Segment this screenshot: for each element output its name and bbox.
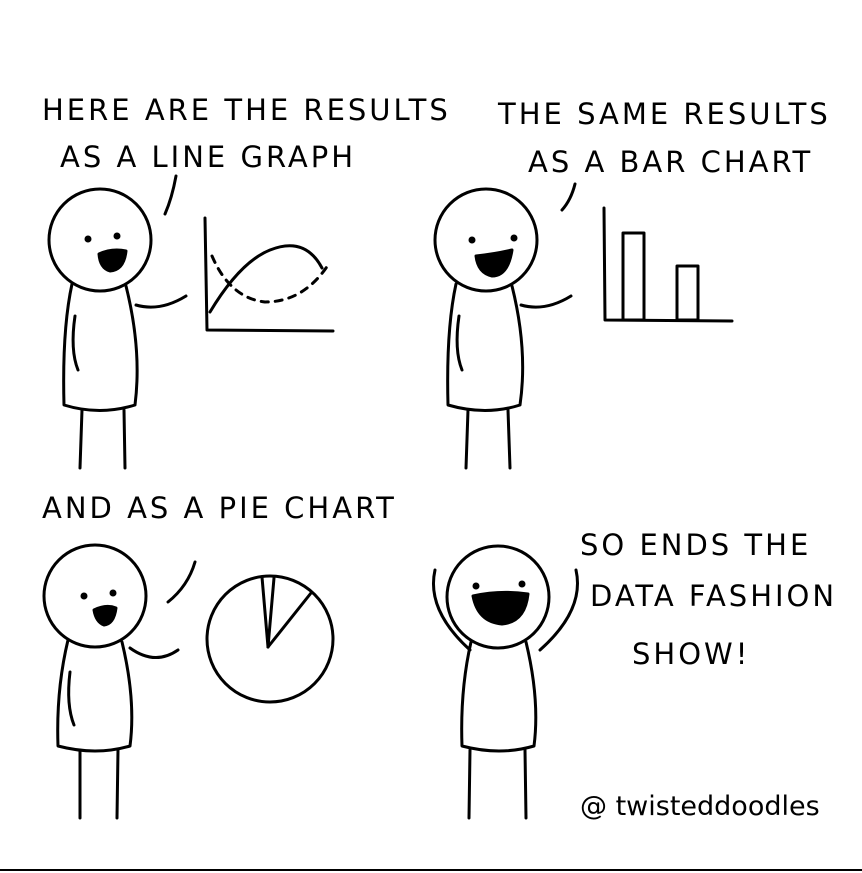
pie-chart-slice-line-1 (260, 575, 270, 649)
panel2-leg-left (464, 408, 470, 470)
panel2-pointing-arm (519, 294, 573, 309)
panel1-head (47, 187, 153, 293)
panel1-mouth (97, 248, 128, 273)
panel2-figure (433, 182, 577, 470)
panel2-mouth (474, 248, 514, 278)
line-graph-solid-line (208, 244, 324, 314)
panel3-eye-right (109, 589, 117, 597)
panel1-leg-right (122, 408, 127, 470)
panel3-pointing-arm (128, 646, 180, 659)
panel3-head (42, 543, 148, 649)
panel1-inner-arm (71, 314, 80, 372)
panel4-body (460, 640, 538, 753)
panel4-caption-line2: DATA FASHION (590, 579, 838, 613)
pie-chart (205, 574, 335, 704)
panel1-eye-left (84, 235, 92, 243)
panel4-head (445, 544, 551, 650)
panel1-speech-tick (163, 174, 178, 216)
panel3-inner-arm (67, 670, 76, 727)
panel2-head (433, 187, 539, 293)
panel3-caption-line1: AND AS A PIE CHART (42, 491, 397, 525)
panel1-body (62, 282, 139, 412)
panel4-eye-right (518, 580, 526, 588)
panel4-figure (432, 544, 579, 820)
panel3-eye-left (80, 592, 88, 600)
panel2-eye-left (468, 236, 476, 244)
panel1-leg-left (78, 408, 84, 470)
panel4-arm-left (432, 568, 472, 652)
pie-chart-slice-line-3 (266, 591, 313, 649)
bar-chart-bar-short (675, 264, 700, 322)
panel1-pointing-arm (134, 294, 188, 309)
bar-chart-bar-tall (621, 231, 646, 322)
panel4-mouth (471, 590, 530, 626)
panel3-leg-right (115, 748, 120, 820)
panel2-leg-right (506, 408, 512, 470)
pie-chart-slice-line-2 (266, 576, 276, 649)
bar-chart (602, 206, 734, 323)
panel2-body (446, 282, 525, 412)
line-graph-axes (203, 216, 335, 333)
panel4-eye-left (472, 582, 480, 590)
line-graph-dashed-line (210, 254, 332, 304)
bottom-border (0, 869, 862, 871)
panel3-body (56, 638, 134, 753)
panel2-caption-line1: THE SAME RESULTS (498, 97, 831, 131)
panel4-caption-line3: SHOW! (632, 637, 751, 671)
panel4-leg-right (523, 748, 528, 820)
panel4-caption-line1: SO ENDS THE (580, 528, 812, 562)
panel3-mouth (92, 604, 118, 627)
panel2-inner-arm (455, 314, 464, 372)
artist-credit: @ twisteddoodles (580, 791, 820, 822)
panel2-eye-right (510, 234, 518, 242)
panel1-eye-right (113, 232, 121, 240)
panel4-arm-right (538, 568, 579, 652)
panel4-leg-left (467, 748, 472, 820)
panel2-caption-line2: AS A BAR CHART (528, 145, 814, 179)
panel1-figure (47, 174, 188, 470)
panel1-caption-line2: AS A LINE GRAPH (60, 140, 357, 174)
panel3-figure (42, 543, 197, 820)
panel3-speech-tick (166, 560, 197, 604)
panel1-caption-line1: HERE ARE THE RESULTS (42, 93, 451, 127)
pie-chart-circle (205, 574, 335, 704)
panel2-speech-tick (560, 182, 577, 212)
line-graph (203, 216, 335, 333)
